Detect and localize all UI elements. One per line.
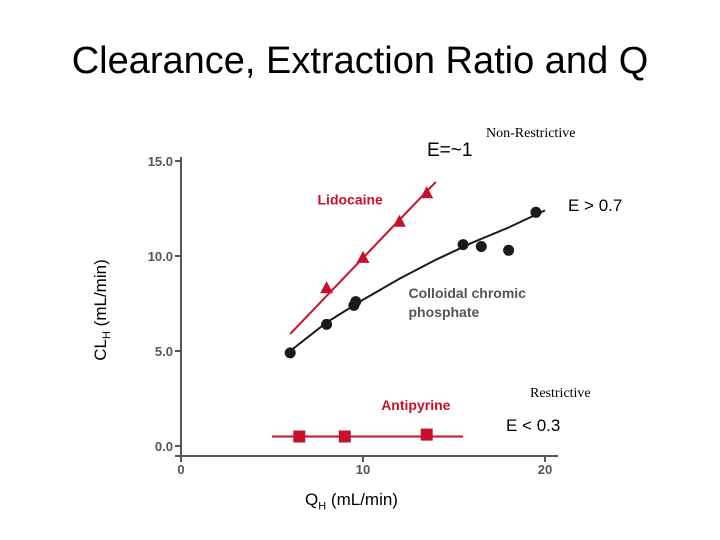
x-axis-label: QH (mL/min) [305, 490, 398, 513]
x-tick-label: 0 [177, 462, 184, 477]
antipyrine-point [293, 430, 306, 443]
colloidal-chromic-phosphate-fit-line [289, 209, 546, 352]
restrictive-label: Restrictive [530, 386, 591, 401]
antipyrine-label: Antipyrine [381, 397, 450, 413]
slide-title: Clearance, Extraction Ratio and Q [71, 40, 649, 82]
e-greater-label: E > 0.7 [568, 196, 623, 215]
colloidal-chromic-phosphate-point [475, 241, 487, 252]
colloidal-chromic-phosphate-point [503, 244, 515, 256]
colloidal-chromic-phosphate-point [321, 318, 333, 330]
y-tick-label: 5.0 [155, 344, 173, 359]
lidocaine-point [356, 250, 370, 263]
colloidal-chromic-phosphate-point [350, 296, 362, 308]
antipyrine-point [420, 428, 433, 441]
colloidal-chromic-phosphate-point [284, 347, 296, 359]
y-axis-label: CLH (mL/min) [90, 259, 114, 361]
e-approx-1-label: E=~1 [427, 140, 473, 161]
x-tick-label: 10 [356, 462, 370, 477]
y-tick-label: 15.0 [148, 154, 173, 169]
lidocaine-point [320, 281, 334, 294]
lidocaine-point [420, 186, 434, 199]
x-tick-label: 20 [538, 462, 552, 477]
e-less-label: E < 0.3 [506, 416, 561, 435]
lidocaine-label: Lidocaine [318, 192, 384, 208]
colloidal-chromic-phosphate-point [530, 206, 542, 218]
colloidal-chromic-phosphate-label: phosphate [409, 304, 480, 320]
antipyrine-point [338, 430, 351, 443]
y-tick-label: 0.0 [155, 439, 173, 454]
colloidal-chromic-phosphate-label: Colloidal chromic [409, 285, 527, 301]
non-restrictive-label: Non-Restrictive [486, 126, 576, 141]
colloidal-chromic-phosphate-point [457, 239, 469, 251]
lidocaine-point [392, 214, 406, 227]
y-tick-label: 10.0 [148, 249, 173, 264]
